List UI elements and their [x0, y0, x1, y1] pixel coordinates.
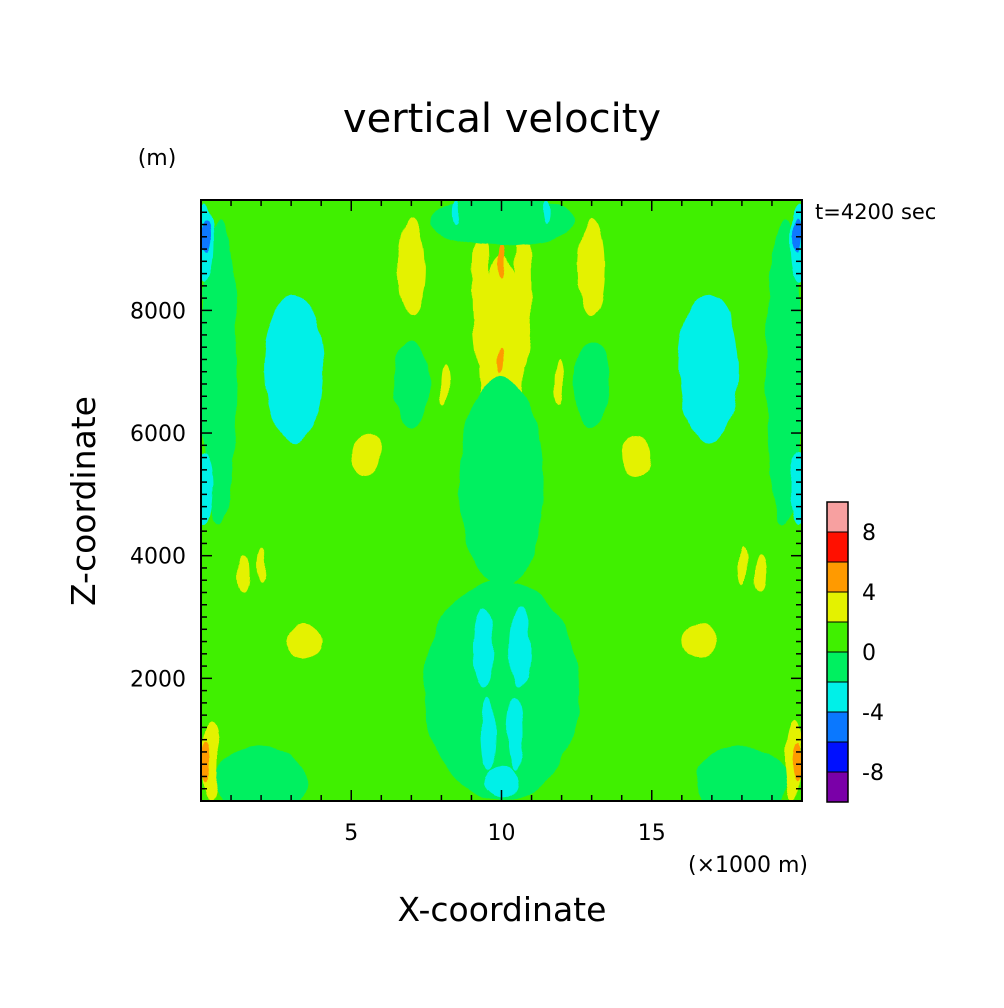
x-tick-label: 10 — [488, 821, 516, 846]
contour-region — [497, 244, 506, 279]
contour-region — [472, 607, 494, 688]
contour-region — [393, 341, 430, 427]
x-unit-label: (×1000 m) — [688, 853, 808, 878]
colorbar-swatch — [826, 741, 849, 773]
chart-title: vertical velocity — [343, 96, 661, 142]
contour-region — [285, 624, 322, 659]
contour-region — [439, 362, 449, 406]
contour-region — [483, 767, 520, 798]
contour-region — [423, 580, 580, 801]
contour-region — [573, 341, 610, 427]
contour-region — [678, 295, 739, 443]
colorbar-label: 0 — [862, 641, 876, 666]
contour-region — [789, 451, 802, 526]
y-tick-label: 2000 — [130, 667, 186, 692]
colorbar-swatch — [826, 651, 849, 683]
colorbar-swatch — [826, 561, 849, 593]
y-axis-label: Z-coordinate — [64, 396, 103, 606]
contour-region — [459, 377, 544, 587]
y-tick-label: 4000 — [130, 545, 186, 570]
contour-region — [542, 200, 551, 225]
colorbar: -8 -4 0 4 8 — [826, 501, 884, 803]
colorbar-frame — [826, 501, 849, 803]
contour-region — [681, 624, 718, 659]
contour-region — [792, 742, 802, 784]
contour-region — [509, 607, 531, 688]
contour-region — [397, 218, 425, 317]
contour-region — [201, 218, 238, 526]
colorbar-label: 8 — [862, 521, 876, 546]
contour-region — [480, 696, 496, 771]
contour-region — [737, 546, 747, 584]
contour-region — [351, 433, 382, 476]
contour-region — [264, 295, 325, 443]
contour-region — [753, 555, 766, 593]
contour-region — [256, 546, 266, 584]
colorbar-swatch — [826, 621, 849, 653]
contour-region — [765, 218, 802, 526]
colorbar-swatch — [826, 771, 849, 803]
x-axis-label: X-coordinate — [398, 890, 607, 929]
axis-tick-labels: 5 10 15 2000 4000 6000 8000 — [130, 299, 666, 846]
colorbar-swatch — [826, 531, 849, 563]
colorbar-swatch — [826, 501, 849, 533]
colorbar-label: -4 — [862, 701, 884, 726]
plot-area — [201, 200, 802, 801]
x-tick-label: 5 — [344, 821, 358, 846]
contour-region — [237, 555, 250, 593]
x-tick-label: 15 — [638, 821, 666, 846]
contour-region — [429, 200, 574, 246]
contour-region — [554, 362, 564, 406]
colorbar-label: 4 — [862, 581, 876, 606]
contour-region — [621, 433, 652, 476]
contour-region — [216, 745, 307, 801]
time-label: t=4200 sec — [815, 200, 936, 224]
colorbar-swatch — [826, 711, 849, 743]
contour-region — [498, 350, 505, 375]
y-tick-label: 6000 — [130, 422, 186, 447]
colorbar-swatch — [826, 681, 849, 713]
velocity-field — [201, 200, 802, 801]
contour-region — [201, 451, 214, 526]
colorbar-label: -8 — [862, 761, 884, 786]
contour-region — [507, 696, 523, 771]
y-unit-label: (m) — [138, 146, 177, 171]
contour-region — [452, 200, 461, 225]
axis-ticks — [201, 200, 802, 801]
contour-region — [578, 218, 606, 317]
contour-region — [201, 742, 211, 784]
contour-region — [696, 745, 787, 801]
colorbar-swatch — [826, 591, 849, 623]
y-tick-label: 8000 — [130, 299, 186, 324]
